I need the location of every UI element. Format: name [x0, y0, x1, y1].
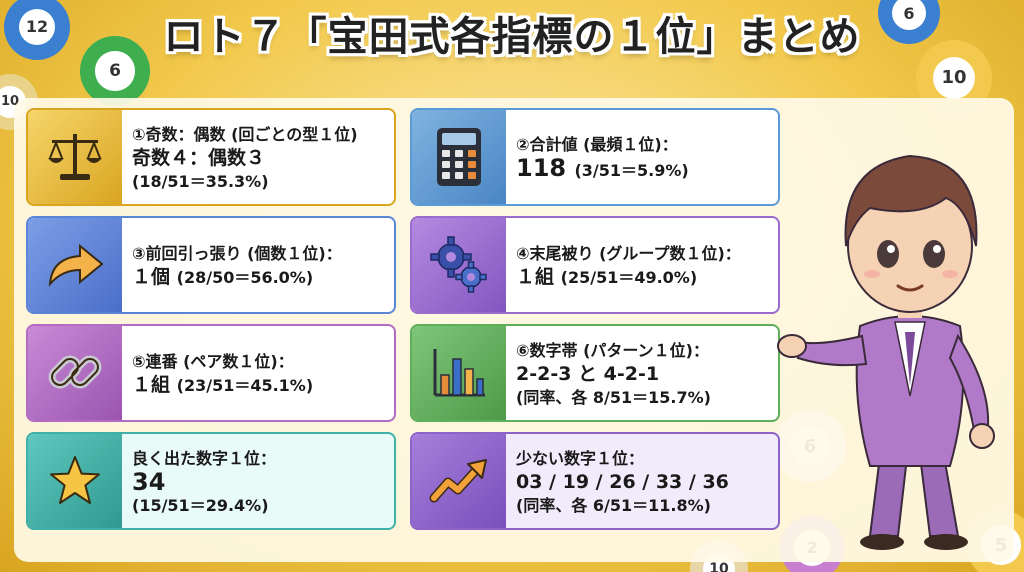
- card-value: 34: [132, 467, 166, 496]
- card-label: 少ない数字１位：: [516, 448, 645, 468]
- card-odd-even: ①奇数：偶数 (回ごとの型１位) 奇数４：偶数３ (18/51＝35.3%): [26, 108, 396, 206]
- card-value: 03 / 19 / 26 / 33 / 36: [516, 470, 729, 493]
- card-value: １組 (23/51＝45.1%): [132, 373, 314, 396]
- calculator-icon: [412, 110, 506, 204]
- card-rare-numbers: 少ない数字１位： 03 / 19 / 26 / 33 / 36 (同率、各 6/…: [410, 432, 780, 530]
- card-ratio: (同率、各 8/51＝15.7%): [516, 387, 711, 407]
- card-ratio: (23/51＝45.1%): [176, 375, 314, 395]
- card-consecutive: ⑤連番 (ペア数１位)： １組 (23/51＝45.1%): [26, 324, 396, 422]
- chain-icon: [28, 326, 122, 420]
- card-ratio: (同率、各 6/51＝11.8%): [516, 495, 711, 515]
- card-value: 118 (3/51＝5.9%): [516, 153, 689, 182]
- card-value: １組 (25/51＝49.0%): [516, 265, 698, 288]
- card-label: ④末尾被り (グループ数１位)：: [516, 243, 741, 263]
- card-value: 奇数４：偶数３: [132, 146, 266, 169]
- card-ratio: (15/51＝29.4%): [132, 495, 269, 515]
- card-label: ①奇数：偶数 (回ごとの型１位): [132, 124, 358, 144]
- star-icon: [28, 434, 122, 528]
- card-label: ③前回引っ張り (個数１位)：: [132, 243, 342, 263]
- lottery-ball: 6: [80, 36, 150, 106]
- bar-chart-icon: [412, 326, 506, 420]
- lottery-ball: 12: [4, 0, 70, 60]
- scales-icon: [28, 110, 122, 204]
- card-carry-over: ③前回引っ張り (個数１位)： １個 (28/50＝56.0%): [26, 216, 396, 314]
- presenter-illustration: [770, 96, 1020, 566]
- trend-up-icon: [412, 434, 506, 528]
- card-value: １個 (28/50＝56.0%): [132, 265, 314, 288]
- card-ratio: (25/51＝49.0%): [560, 267, 698, 287]
- card-label: ⑥数字帯 (パターン１位)：: [516, 340, 709, 360]
- arrow-icon: [28, 218, 122, 312]
- card-ratio: (3/51＝5.9%): [574, 160, 689, 180]
- page-title: ロト７「宝田式各指標の１位」まとめ: [163, 14, 861, 60]
- card-number-band: ⑥数字帯 (パターン１位)： 2-2-3 と 4-2-1 (同率、各 8/51＝…: [410, 324, 780, 422]
- card-frequent-number: 良く出た数字１位： 34 (15/51＝29.4%): [26, 432, 396, 530]
- card-ratio: (28/50＝56.0%): [176, 267, 314, 287]
- card-value: 2-2-3 と 4-2-1: [516, 362, 660, 385]
- gears-icon: [412, 218, 506, 312]
- card-label: ⑤連番 (ペア数１位)：: [132, 351, 294, 371]
- card-label: ②合計値 (最頻１位)：: [516, 134, 678, 154]
- card-sum-value: ②合計値 (最頻１位)： 118 (3/51＝5.9%): [410, 108, 780, 206]
- card-ratio: (18/51＝35.3%): [132, 171, 269, 191]
- card-last-digit: ④末尾被り (グループ数１位)： １組 (25/51＝49.0%): [410, 216, 780, 314]
- card-label: 良く出た数字１位：: [132, 448, 277, 468]
